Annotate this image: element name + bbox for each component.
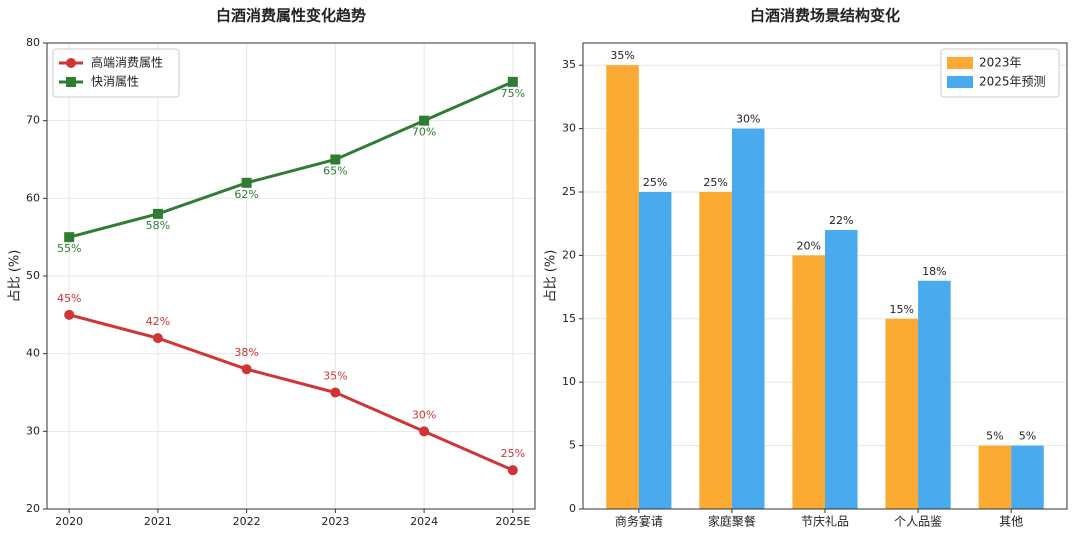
bar <box>638 191 672 509</box>
value-label: 55% <box>57 242 81 255</box>
legend-label: 2025年预测 <box>979 75 1046 89</box>
x-tick-label: 家庭聚餐 <box>708 514 756 529</box>
line <box>68 80 514 239</box>
marker <box>419 426 430 437</box>
value-label: 58% <box>146 219 170 232</box>
value-label: 70% <box>412 126 436 139</box>
value-label: 62% <box>234 188 258 201</box>
legend-marker <box>66 58 76 68</box>
x-tick-label: 节庆礼品 <box>801 514 849 529</box>
value-label: 75% <box>501 87 525 100</box>
y-axis-label: 占比 (%) <box>544 250 559 303</box>
value-label: 25% <box>643 176 667 189</box>
bar <box>606 65 639 509</box>
y-tick-label: 40 <box>26 347 40 360</box>
y-tick-label: 50 <box>26 269 40 282</box>
x-tick-label: 2025E <box>495 515 530 528</box>
value-label: 35% <box>323 370 347 383</box>
y-tick-label: 30 <box>562 122 576 135</box>
x-tick-label: 2020 <box>55 515 83 528</box>
x-tick-label: 商务宴请 <box>615 514 663 529</box>
value-label: 20% <box>796 239 820 252</box>
marker <box>507 465 518 476</box>
value-label: 5% <box>1019 430 1036 443</box>
marker <box>64 232 75 243</box>
value-label: 65% <box>323 165 347 178</box>
plot-frame <box>46 42 536 510</box>
x-tick-label: 其他 <box>999 515 1023 529</box>
plot-frame <box>582 42 1068 510</box>
legend-label: 快消属性 <box>91 75 139 89</box>
y-tick-label: 15 <box>562 312 576 325</box>
legend-swatch <box>947 76 973 88</box>
marker <box>64 309 75 320</box>
legend-label: 高端消费属性 <box>91 55 163 70</box>
value-label: 15% <box>890 303 914 316</box>
value-label: 45% <box>57 292 81 305</box>
y-tick-label: 20 <box>26 502 40 515</box>
y-tick-label: 35 <box>562 58 576 71</box>
marker <box>152 208 163 219</box>
marker <box>330 154 341 165</box>
x-tick-label: 2023 <box>321 515 349 528</box>
line <box>68 313 514 472</box>
marker <box>241 364 252 375</box>
legend-swatch <box>947 57 973 69</box>
value-label: 18% <box>922 265 946 278</box>
x-tick-label: 个人品鉴 <box>894 515 942 529</box>
value-label: 5% <box>986 430 1003 443</box>
y-tick-label: 0 <box>569 502 576 515</box>
chart-title: 白酒消费场景结构变化 <box>750 7 900 25</box>
x-tick-label: 2022 <box>233 515 261 528</box>
bar <box>918 280 951 509</box>
value-label: 25% <box>703 176 727 189</box>
value-label: 42% <box>146 315 170 328</box>
bar <box>1011 445 1044 509</box>
x-tick-label: 2024 <box>410 515 438 528</box>
legend-label: 2023年 <box>979 56 1022 70</box>
value-label: 22% <box>829 214 853 227</box>
bar <box>731 128 765 509</box>
bar <box>699 191 732 509</box>
value-label: 30% <box>412 408 436 421</box>
bar <box>885 318 919 509</box>
y-tick-label: 10 <box>562 375 576 388</box>
y-tick-label: 80 <box>26 36 40 49</box>
marker <box>152 333 163 344</box>
y-tick-label: 70 <box>26 114 40 127</box>
bar <box>825 230 858 510</box>
marker <box>419 115 430 126</box>
y-axis-label: 占比 (%) <box>8 250 23 303</box>
value-label: 35% <box>610 49 634 62</box>
value-label: 25% <box>501 447 525 460</box>
bar <box>978 445 1012 509</box>
y-tick-label: 20 <box>562 248 576 261</box>
y-tick-label: 25 <box>562 185 576 198</box>
x-tick-label: 2021 <box>144 515 172 528</box>
value-label: 38% <box>234 346 258 359</box>
value-label: 30% <box>736 113 760 126</box>
marker <box>330 387 341 398</box>
marker <box>507 76 518 87</box>
legend-box <box>52 48 180 98</box>
y-tick-label: 5 <box>569 439 576 452</box>
y-tick-label: 60 <box>26 191 40 204</box>
chart-title: 白酒消费属性变化趋势 <box>216 7 366 25</box>
y-tick-label: 30 <box>26 424 40 437</box>
bar <box>792 255 825 509</box>
legend-marker <box>66 77 76 87</box>
marker <box>241 177 252 188</box>
